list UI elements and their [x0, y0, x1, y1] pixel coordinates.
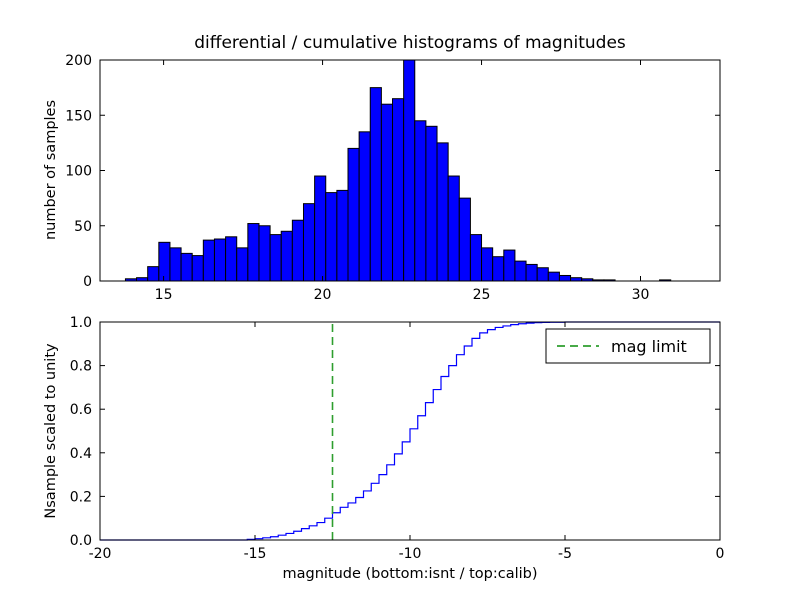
histogram-bar: [225, 236, 238, 282]
histogram-bar: [213, 238, 227, 282]
histogram-bar: [425, 125, 438, 282]
y-tick-label: 0.4: [70, 446, 92, 462]
histogram-bar: [291, 219, 304, 282]
histogram-bar: [503, 249, 516, 282]
axes-frame: [99, 321, 721, 541]
histogram-bar: [236, 247, 249, 282]
histogram-bar: [302, 203, 316, 282]
cumulative-curve: [100, 321, 720, 541]
histogram-bar: [347, 147, 360, 282]
chart-title: differential / cumulative histograms of …: [194, 33, 626, 53]
y-tick-label: 0: [83, 274, 92, 290]
x-tick-label: -20: [89, 546, 112, 562]
x-tick-label: -5: [558, 546, 572, 562]
histogram-bar: [547, 271, 560, 282]
y-tick-label: 0.6: [70, 402, 92, 418]
histogram-bar: [492, 256, 505, 282]
histogram-bar: [191, 255, 204, 282]
x-tick-label: 30: [632, 287, 650, 303]
y-tick-label: 150: [65, 108, 92, 124]
y-tick-label: 0.2: [70, 489, 92, 505]
histogram-bar: [558, 274, 572, 282]
y-tick-label: 50: [74, 219, 92, 235]
y-tick-label: 0.0: [70, 533, 92, 549]
legend: mag limit: [545, 328, 711, 364]
histogram-bar: [280, 230, 293, 282]
x-tick-label: 20: [314, 287, 332, 303]
histogram-bar: [414, 120, 427, 282]
histogram-bar: [258, 225, 271, 282]
bottom-cdf-plot: -20 -15 -10 -5 0 0.0 0.2 0.4 0.6 0.8 1.0: [70, 315, 725, 562]
histogram-bar: [447, 175, 460, 282]
histogram-bar: [180, 252, 193, 282]
histogram-bar: [147, 266, 160, 282]
histogram-bar: [469, 234, 483, 282]
histogram-bar: [325, 192, 338, 282]
histogram-bar: [336, 189, 349, 282]
histogram-bar: [380, 103, 394, 282]
histogram-bar: [369, 87, 382, 282]
histogram-bar: [269, 234, 282, 282]
x-tick-label: 15: [155, 287, 173, 303]
x-tick-label: 0: [716, 546, 725, 562]
x-tick-label: -10: [399, 546, 422, 562]
histogram-bar: [403, 59, 416, 282]
histogram-bar: [314, 175, 327, 282]
y-tick-label: 100: [65, 164, 92, 180]
y-tick-label: 200: [65, 53, 92, 69]
histogram-bar: [514, 260, 527, 282]
legend-label: mag limit: [611, 337, 687, 356]
y-tick-label: 1.0: [70, 315, 92, 331]
histogram-bar: [436, 142, 449, 282]
top-ylabel: number of samples: [43, 100, 59, 240]
bottom-ylabel: Nsample scaled to unity: [43, 343, 59, 519]
y-tick-label: 0.8: [70, 359, 92, 375]
histogram-bar: [392, 98, 405, 282]
histogram-bar: [481, 247, 494, 282]
x-tick-label: -15: [244, 546, 267, 562]
top-histogram-plot: 15 20 25 30 0 50 100 150 200: [65, 53, 721, 303]
axes-frame: [99, 59, 721, 282]
histogram-bar: [536, 267, 549, 282]
histogram-bar: [202, 239, 215, 282]
histogram-bar: [158, 241, 171, 282]
histogram-bar: [169, 247, 182, 282]
histogram-bar: [525, 263, 538, 282]
bottom-xlabel: magnitude (bottom:isnt / top:calib): [282, 566, 537, 582]
histogram-bar: [247, 223, 260, 282]
x-tick-label: 25: [473, 287, 491, 303]
histogram-bar: [458, 197, 471, 282]
histogram-bar: [358, 131, 371, 282]
